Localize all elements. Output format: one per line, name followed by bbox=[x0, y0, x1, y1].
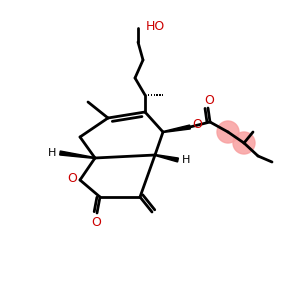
Circle shape bbox=[233, 132, 255, 154]
Polygon shape bbox=[155, 154, 178, 162]
Polygon shape bbox=[163, 125, 190, 133]
Text: O: O bbox=[204, 94, 214, 106]
Text: O: O bbox=[192, 118, 202, 130]
Polygon shape bbox=[60, 151, 95, 158]
Text: HO: HO bbox=[146, 20, 165, 34]
Circle shape bbox=[217, 121, 239, 143]
Text: O: O bbox=[67, 172, 77, 184]
Text: H: H bbox=[48, 148, 56, 158]
Text: O: O bbox=[91, 215, 101, 229]
Text: H: H bbox=[182, 155, 190, 165]
